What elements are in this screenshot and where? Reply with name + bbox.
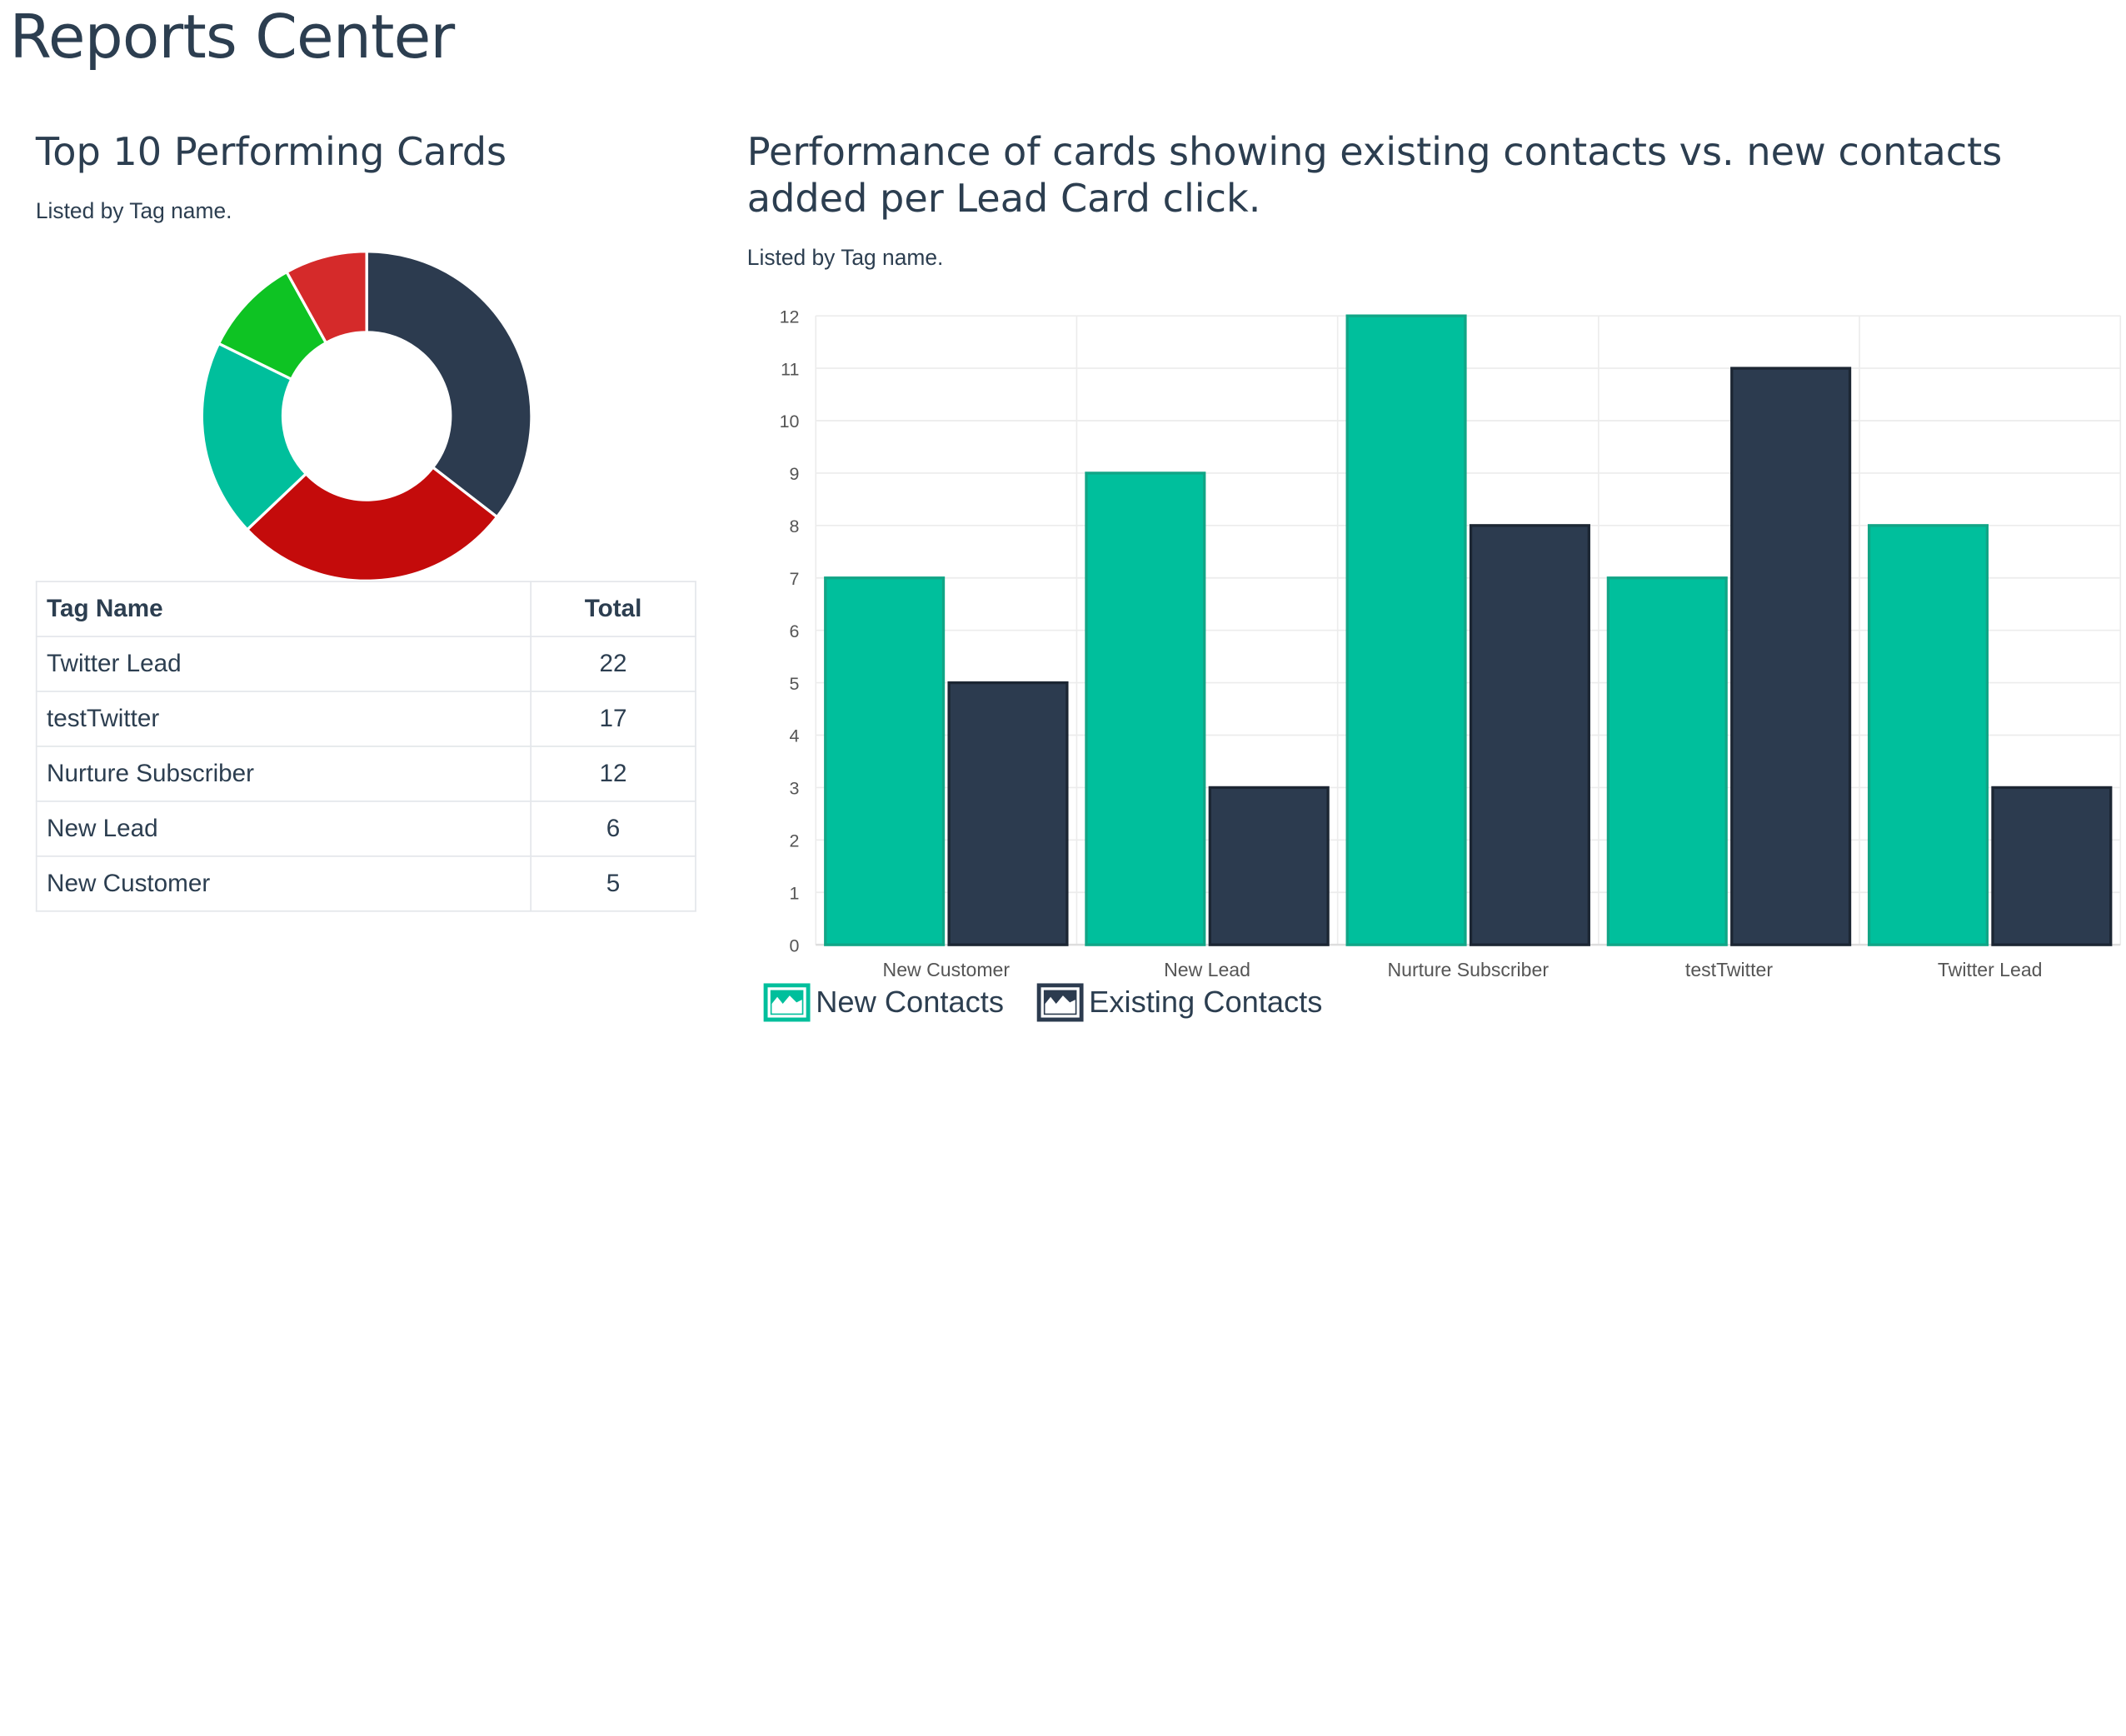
- total-cell: 17: [530, 691, 696, 747]
- table-row: New Customer 5: [35, 856, 696, 912]
- donut-slice[interactable]: [365, 250, 533, 519]
- tag-name-cell: testTwitter: [35, 691, 532, 747]
- legend-new-contacts-label: New Contacts: [816, 984, 1004, 1020]
- bar-new-contacts[interactable]: [1345, 314, 1467, 946]
- x-tick-label: testTwitter: [1685, 959, 1773, 980]
- top-cards-title: Top 10 Performing Cards: [35, 128, 507, 175]
- legend-existing-contacts[interactable]: Existing Contacts: [1036, 983, 1323, 1022]
- y-tick-label: 6: [790, 621, 800, 641]
- donut-slice[interactable]: [245, 465, 499, 582]
- x-tick-label: New Customer: [883, 959, 1011, 980]
- bar-new-contacts[interactable]: [1606, 576, 1728, 946]
- x-tick-label: Twitter Lead: [1938, 959, 2043, 980]
- table-row: Nurture Subscriber 12: [35, 746, 696, 802]
- y-tick-label: 0: [790, 935, 800, 955]
- donut-slice[interactable]: [284, 250, 368, 345]
- x-tick-label: New Lead: [1164, 959, 1250, 980]
- y-tick-label: 11: [781, 359, 799, 379]
- y-tick-label: 5: [790, 674, 800, 694]
- tag-name-cell: New Customer: [35, 856, 532, 912]
- y-tick-label: 12: [780, 307, 800, 327]
- donut-chart[interactable]: [200, 250, 533, 582]
- area-chart-icon: [763, 983, 811, 1022]
- tag-name-cell: Twitter Lead: [35, 636, 532, 692]
- donut-slice[interactable]: [200, 342, 308, 532]
- top-cards-subtitle: Listed by Tag name.: [35, 200, 232, 224]
- tag-name-cell: Nurture Subscriber: [35, 746, 532, 802]
- bar-new-contacts[interactable]: [1867, 524, 1989, 946]
- table-header-row: Tag Name Total: [35, 581, 696, 637]
- y-tick-label: 1: [790, 883, 800, 903]
- performance-title: Performance of cards showing existing co…: [746, 128, 2003, 222]
- y-tick-label: 7: [790, 569, 800, 589]
- bar-existing-contacts[interactable]: [1208, 786, 1330, 946]
- total-cell: 6: [530, 801, 696, 857]
- header-tag-name[interactable]: Tag Name: [35, 581, 532, 637]
- total-cell: 22: [530, 636, 696, 692]
- table-row: testTwitter 17: [35, 691, 696, 747]
- y-tick-label: 3: [790, 779, 800, 799]
- header-total[interactable]: Total: [530, 581, 696, 637]
- bar-new-contacts[interactable]: [1085, 471, 1206, 946]
- performance-subtitle: Listed by Tag name.: [746, 247, 944, 271]
- legend-existing-contacts-label: Existing Contacts: [1089, 984, 1323, 1020]
- x-tick-label: Nurture Subscriber: [1387, 959, 1549, 980]
- bar-new-contacts[interactable]: [824, 576, 946, 946]
- bar-existing-contacts[interactable]: [1730, 367, 1852, 946]
- tag-totals-table: Tag Name Total Twitter Lead 22 testTwitt…: [35, 581, 696, 912]
- area-chart-icon: [1036, 983, 1084, 1022]
- y-tick-label: 9: [790, 464, 800, 484]
- total-cell: 5: [530, 856, 696, 912]
- bar-existing-contacts[interactable]: [947, 681, 1069, 946]
- bar-existing-contacts[interactable]: [1991, 786, 2113, 946]
- y-tick-label: 4: [790, 726, 800, 746]
- chart-legend: New Contacts Existing Contacts: [763, 983, 1323, 1022]
- y-tick-label: 8: [790, 516, 800, 536]
- page-title: Reports Center: [9, 2, 456, 73]
- y-tick-label: 2: [790, 831, 800, 851]
- table-row: New Lead 6: [35, 801, 696, 857]
- tag-name-cell: New Lead: [35, 801, 532, 857]
- y-tick-label: 10: [780, 412, 800, 432]
- bar-existing-contacts[interactable]: [1469, 524, 1590, 946]
- table-row: Twitter Lead 22: [35, 636, 696, 692]
- legend-new-contacts[interactable]: New Contacts: [763, 983, 1004, 1022]
- total-cell: 12: [530, 746, 696, 802]
